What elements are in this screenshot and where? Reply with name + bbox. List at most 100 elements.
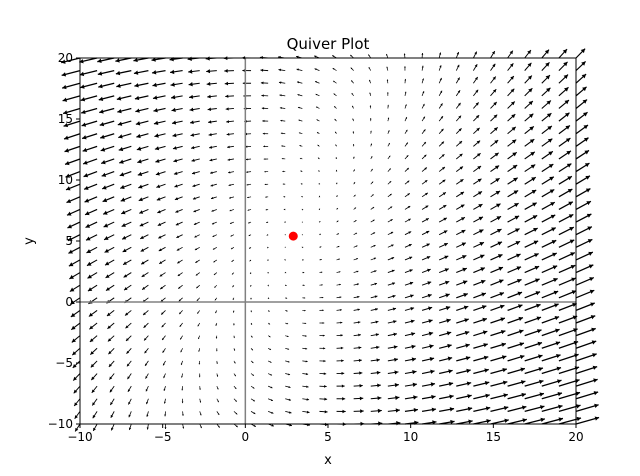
- quiver-arrow: [575, 365, 598, 375]
- quiver-arrow: [280, 132, 286, 135]
- quiver-arrow: [71, 347, 81, 356]
- quiver-arrow: [230, 247, 235, 250]
- quiver-arrow: [160, 310, 166, 315]
- quiver-arrow: [370, 244, 376, 248]
- quiver-arrow: [302, 271, 305, 274]
- quiver-arrow: [87, 284, 98, 292]
- quiver-arrow: [62, 95, 81, 102]
- quiver-arrow: [109, 373, 115, 380]
- quiver-arrow: [439, 343, 452, 349]
- quiver-arrow: [157, 221, 166, 226]
- quiver-arrow: [67, 234, 81, 242]
- quiver-arrow: [541, 277, 558, 286]
- quiver-arrow: [575, 99, 588, 109]
- quiver-arrow: [558, 112, 570, 122]
- quiver-arrow: [336, 346, 344, 350]
- quiver-arrow: [353, 194, 356, 198]
- quiver-arrow: [421, 141, 427, 147]
- quiver-arrow: [250, 398, 256, 402]
- quiver-arrow: [353, 283, 360, 286]
- quiver-arrow: [319, 258, 322, 261]
- quiver-arrow: [171, 107, 183, 113]
- quiver-arrow: [490, 329, 506, 337]
- quiver-arrow: [558, 86, 569, 97]
- quiver-arrow: [68, 246, 81, 254]
- quiver-arrow: [421, 217, 430, 223]
- quiver-arrow: [302, 385, 309, 388]
- quiver-arrow: [524, 253, 539, 261]
- quiver-arrow: [267, 360, 272, 363]
- quiver-arrow: [267, 272, 269, 274]
- quiver-arrow: [297, 106, 303, 109]
- quiver-arrow: [233, 360, 236, 364]
- quiver-arrow: [473, 127, 480, 135]
- quiver-arrow: [100, 145, 115, 152]
- quiver-arrow: [102, 196, 115, 203]
- quiver-arrow: [353, 245, 358, 248]
- quiver-arrow: [558, 61, 568, 72]
- quiver-arrow: [195, 272, 200, 276]
- quiver-arrow: [438, 280, 450, 286]
- quiver-arrow: [370, 370, 381, 375]
- quiver-arrow: [117, 120, 132, 126]
- quiver-arrow: [541, 391, 563, 400]
- quiver-arrow: [455, 77, 460, 84]
- quiver-arrow: [66, 208, 81, 216]
- quiver-arrow: [438, 255, 449, 261]
- quiver-arrow: [387, 142, 391, 147]
- quiver-arrow: [575, 149, 590, 160]
- quiver-arrow: [265, 196, 269, 198]
- quiver-arrow: [404, 167, 410, 172]
- quiver-arrow: [541, 379, 562, 387]
- quiver-arrow: [250, 297, 252, 300]
- quiver-arrow: [473, 216, 484, 223]
- quiver-arrow: [353, 358, 362, 362]
- quiver-arrow: [336, 283, 341, 286]
- quiver-arrow: [85, 234, 98, 241]
- quiver-arrow: [490, 418, 509, 425]
- quiver-arrow: [524, 164, 536, 173]
- quiver-arrow: [404, 243, 412, 248]
- quiver-arrow: [162, 360, 166, 366]
- quiver-arrow: [97, 69, 115, 76]
- quiver-arrow: [541, 61, 550, 71]
- quiver-arrow: [370, 232, 376, 236]
- quiver-arrow: [213, 272, 218, 276]
- quiver-arrow: [233, 348, 236, 351]
- quiver-arrow: [558, 188, 573, 198]
- quiver-arrow: [80, 82, 98, 89]
- quiver-arrow: [473, 241, 485, 248]
- quiver-arrow: [211, 209, 217, 212]
- quiver-arrow: [507, 342, 525, 349]
- quiver-arrow: [421, 407, 437, 412]
- quiver-arrow: [138, 196, 149, 202]
- quiver-arrow: [233, 411, 238, 415]
- quiver-arrow: [438, 217, 448, 223]
- quiver-arrow: [318, 182, 321, 185]
- quiver-arrow: [162, 348, 166, 353]
- quiver-arrow: [439, 331, 452, 337]
- quiver-arrow: [136, 145, 149, 151]
- quiver-arrow: [490, 215, 502, 223]
- quiver-arrow: [300, 183, 303, 185]
- quiver-arrow: [473, 152, 481, 160]
- quiver-arrow: [181, 373, 183, 378]
- quiver-arrow: [439, 407, 455, 412]
- quiver-arrows: [61, 48, 600, 432]
- quiver-arrow: [524, 75, 533, 84]
- quiver-arrow: [86, 259, 98, 267]
- quiver-arrow: [216, 386, 219, 390]
- quiver-arrow: [233, 323, 235, 326]
- quiver-arrow: [421, 129, 426, 134]
- quiver-arrow: [284, 234, 286, 236]
- quiver-arrow: [262, 119, 269, 123]
- quiver-arrow: [473, 64, 478, 71]
- quiver-arrow: [558, 213, 574, 223]
- quiver-arrow: [140, 246, 149, 252]
- quiver-arrow: [473, 305, 487, 311]
- quiver-arrow: [524, 341, 543, 349]
- quiver-arrow: [558, 124, 571, 135]
- x-tick-label: 15: [486, 430, 501, 444]
- quiver-arrow: [558, 404, 581, 413]
